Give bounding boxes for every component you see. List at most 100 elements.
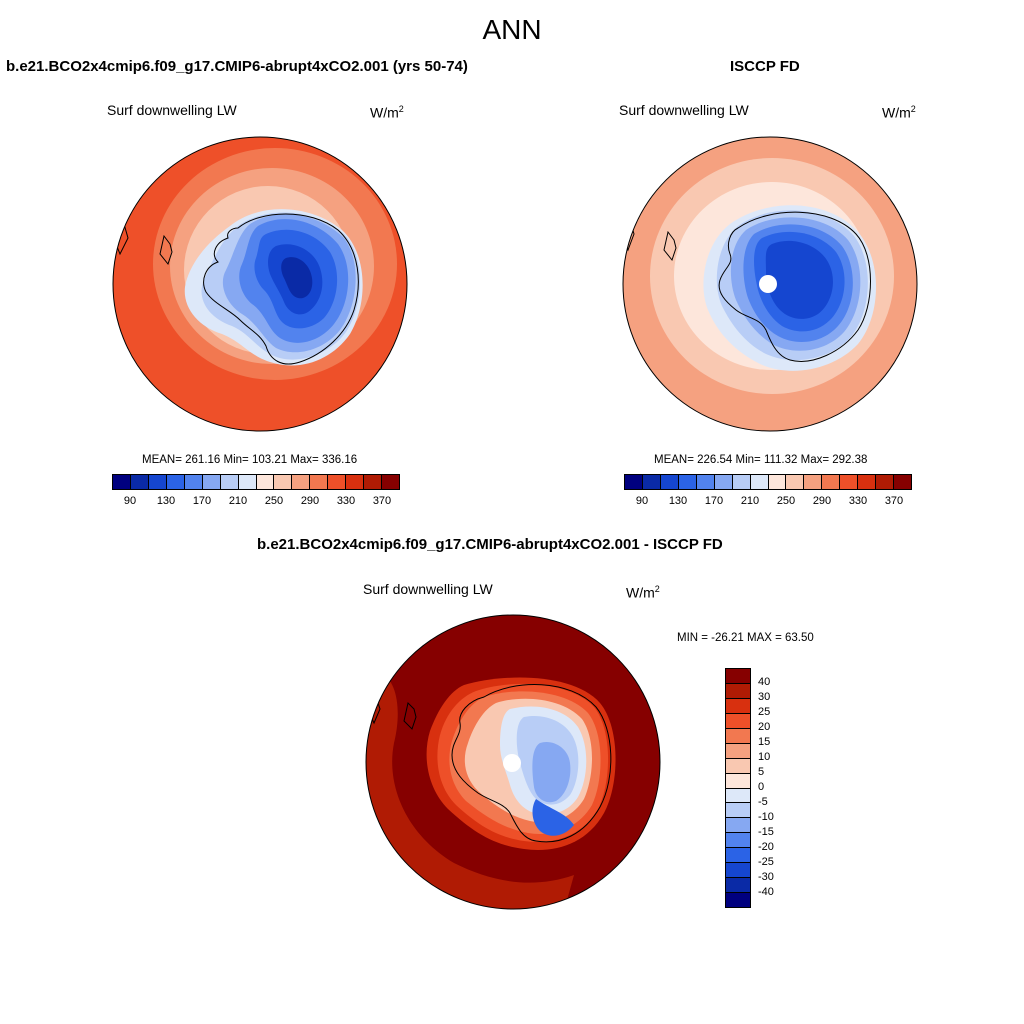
colorbar-swatch [238, 475, 257, 489]
colorbar-swatch [726, 669, 750, 684]
colorbar-swatch [726, 758, 750, 774]
colorbar-tick-label: -25 [758, 856, 774, 868]
diff-units-label: W/m2 [626, 584, 660, 601]
right-units-label: W/m2 [882, 104, 916, 121]
colorbar-swatch [726, 833, 750, 849]
colorbar-swatch [364, 475, 383, 489]
colorbar-swatch [732, 475, 751, 489]
diff-stats: MIN = -26.21 MAX = 63.50 [677, 632, 814, 644]
colorbar-tick-label: 210 [740, 495, 760, 507]
colorbar-swatch [274, 475, 293, 489]
colorbar-tick-label: 370 [884, 495, 904, 507]
colorbar-tick-label: 330 [336, 495, 356, 507]
colorbar-swatch [166, 475, 185, 489]
colorbar-tick-label: 290 [812, 495, 832, 507]
colorbar-tick-label: -15 [758, 826, 774, 838]
colorbar-swatch [726, 848, 750, 864]
colorbar-swatch [642, 475, 661, 489]
colorbar-swatch [726, 728, 750, 744]
colorbar-tick-label: -40 [758, 886, 774, 898]
left-stats: MEAN= 261.16 Min= 103.21 Max= 336.16 [142, 454, 358, 466]
colorbar-swatch [726, 743, 750, 759]
colorbar-swatch [714, 475, 733, 489]
right-colorbar [624, 474, 912, 490]
right-variable-label: Surf downwelling LW [619, 102, 749, 118]
right-contour-130 [765, 240, 833, 319]
colorbar-tick-label: 250 [776, 495, 796, 507]
colorbar-swatch [310, 475, 329, 489]
right-polar-map [622, 136, 918, 432]
left-units-label: W/m2 [370, 104, 404, 121]
colorbar-swatch [696, 475, 715, 489]
colorbar-tick-label: 170 [192, 495, 212, 507]
colorbar-tick-label: 90 [123, 495, 137, 507]
colorbar-swatch [804, 475, 823, 489]
colorbar-tick-label: 130 [156, 495, 176, 507]
colorbar-swatch [184, 475, 203, 489]
colorbar-tick-label: 5 [758, 766, 765, 778]
colorbar-tick-label: 25 [758, 706, 771, 718]
colorbar-swatch [202, 475, 221, 489]
diff-contour-neg15 [532, 799, 574, 836]
colorbar-tick-label: 170 [704, 495, 724, 507]
colorbar-swatch [328, 475, 347, 489]
colorbar-swatch [625, 475, 643, 489]
left-polar-map [112, 136, 408, 432]
colorbar-swatch [726, 863, 750, 879]
left-variable-label: Surf downwelling LW [107, 102, 237, 118]
colorbar-tick-label: 40 [758, 676, 771, 688]
colorbar-swatch [678, 475, 697, 489]
diff-pole-hole [503, 754, 521, 772]
colorbar-tick-label: -5 [758, 796, 768, 808]
colorbar-swatch [786, 475, 805, 489]
colorbar-tick-label: -10 [758, 811, 774, 823]
colorbar-tick-label: 0 [758, 781, 765, 793]
colorbar-tick-label: 290 [300, 495, 320, 507]
colorbar-tick-label: 370 [372, 495, 392, 507]
colorbar-swatch [660, 475, 679, 489]
colorbar-swatch [346, 475, 365, 489]
colorbar-swatch [130, 475, 149, 489]
colorbar-swatch [840, 475, 859, 489]
colorbar-swatch [148, 475, 167, 489]
colorbar-tick-label: 130 [668, 495, 688, 507]
colorbar-swatch [726, 773, 750, 789]
right-case-title: ISCCP FD [730, 58, 800, 75]
colorbar-tick-label: 30 [758, 691, 771, 703]
right-pole-hole [759, 275, 777, 293]
main-title: ANN [482, 14, 542, 45]
diff-polar-map [365, 614, 661, 910]
colorbar-tick-label: 10 [758, 751, 771, 763]
left-colorbar [112, 474, 400, 490]
left-contour-110 [281, 257, 313, 299]
colorbar-swatch [750, 475, 769, 489]
colorbar-swatch [220, 475, 239, 489]
colorbar-tick-label: -20 [758, 841, 774, 853]
colorbar-tick-label: 210 [228, 495, 248, 507]
colorbar-tick-label: 250 [264, 495, 284, 507]
left-case-title: b.e21.BCO2x4cmip6.f09_g17.CMIP6-abrupt4x… [6, 58, 468, 75]
colorbar-swatch [726, 878, 750, 894]
colorbar-swatch [822, 475, 841, 489]
diff-case-title: b.e21.BCO2x4cmip6.f09_g17.CMIP6-abrupt4x… [257, 536, 723, 553]
colorbar-swatch [382, 475, 399, 489]
colorbar-tick-label: 330 [848, 495, 868, 507]
colorbar-swatch [726, 803, 750, 819]
colorbar-swatch [726, 893, 750, 907]
colorbar-swatch [858, 475, 877, 489]
colorbar-swatch [894, 475, 911, 489]
colorbar-tick-label: 90 [635, 495, 649, 507]
colorbar-swatch [726, 713, 750, 729]
colorbar-swatch [292, 475, 311, 489]
diff-variable-label: Surf downwelling LW [363, 581, 493, 597]
colorbar-swatch [256, 475, 275, 489]
colorbar-swatch [726, 818, 750, 834]
colorbar-tick-label: 15 [758, 736, 771, 748]
colorbar-swatch [113, 475, 131, 489]
diff-contour-neg10 [532, 741, 571, 803]
colorbar-tick-label: -30 [758, 871, 774, 883]
colorbar-tick-label: 20 [758, 721, 771, 733]
right-stats: MEAN= 226.54 Min= 111.32 Max= 292.38 [654, 454, 868, 466]
diff-contour-30 [366, 671, 574, 909]
colorbar-swatch [726, 698, 750, 714]
